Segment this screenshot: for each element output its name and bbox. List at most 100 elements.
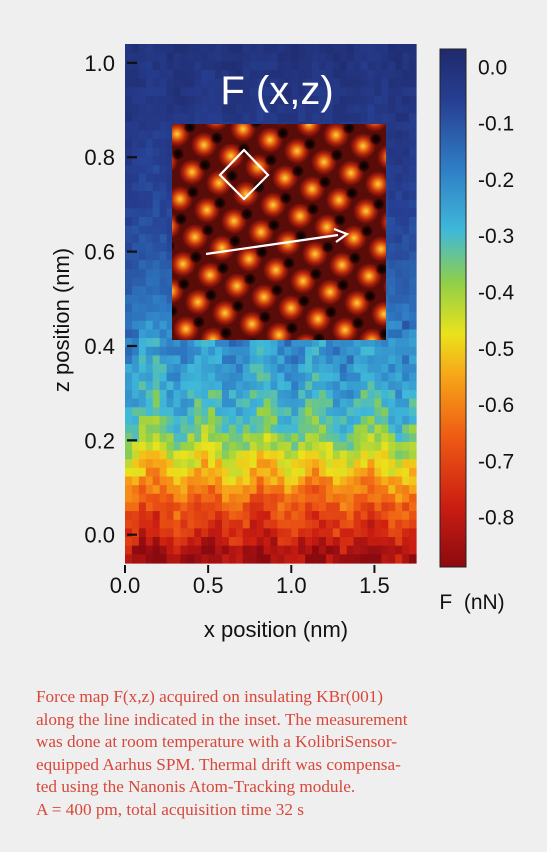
heatmap-cell bbox=[235, 415, 244, 426]
heatmap-cell bbox=[125, 260, 133, 270]
heatmap-cell bbox=[194, 364, 202, 374]
heatmap-cell bbox=[173, 554, 182, 564]
heatmap-cell bbox=[145, 87, 154, 97]
heatmap-cell bbox=[194, 69, 202, 80]
heatmap-cell bbox=[152, 78, 161, 88]
heatmap-cell bbox=[277, 113, 285, 123]
heatmap-cell bbox=[402, 554, 410, 564]
heatmap-cell bbox=[409, 502, 417, 512]
inset-hollow bbox=[282, 256, 296, 270]
heatmap-cell bbox=[145, 329, 154, 339]
heatmap-cell bbox=[298, 485, 306, 495]
heatmap-cell bbox=[201, 346, 209, 356]
heatmap-cell bbox=[339, 493, 348, 504]
heatmap-cell bbox=[166, 320, 175, 331]
heatmap-cell bbox=[159, 208, 168, 218]
heatmap-cell bbox=[159, 217, 168, 227]
inset-atom bbox=[359, 328, 385, 340]
heatmap-cell bbox=[395, 424, 403, 434]
heatmap-cell bbox=[152, 95, 161, 106]
heatmap-cell bbox=[395, 320, 403, 331]
heatmap-cell bbox=[263, 104, 272, 114]
heatmap-cell bbox=[312, 44, 320, 54]
heatmap-cell bbox=[173, 433, 182, 443]
inset-atom bbox=[275, 124, 289, 126]
heatmap-cell bbox=[402, 104, 410, 114]
heatmap-cell bbox=[228, 381, 237, 391]
heatmap-cell bbox=[374, 390, 382, 400]
heatmap-cell bbox=[145, 338, 154, 348]
heatmap-cell bbox=[395, 113, 403, 123]
heatmap-cell bbox=[388, 303, 396, 313]
heatmap-cell bbox=[305, 372, 313, 382]
heatmap-cell bbox=[145, 390, 154, 400]
heatmap-cell bbox=[180, 554, 188, 564]
heatmap-cell bbox=[131, 381, 140, 391]
heatmap-cell bbox=[173, 95, 182, 106]
x-axis-ticks: 0.0 0.5 1.0 1.5 bbox=[110, 565, 390, 598]
heatmap-cell bbox=[256, 415, 265, 426]
heatmap-cell bbox=[145, 69, 154, 80]
heatmap-cell bbox=[402, 415, 410, 426]
heatmap-cell bbox=[138, 441, 147, 452]
heatmap-cell bbox=[367, 450, 376, 460]
heatmap-cell bbox=[409, 217, 417, 227]
heatmap-cell bbox=[284, 372, 292, 382]
heatmap-cell bbox=[402, 61, 410, 71]
heatmap-cell bbox=[138, 225, 147, 235]
heatmap-cell bbox=[145, 528, 154, 538]
heatmap-cell bbox=[125, 191, 133, 201]
heatmap-cell bbox=[381, 424, 389, 434]
heatmap-cell bbox=[194, 398, 202, 408]
heatmap-cell bbox=[166, 44, 175, 54]
heatmap-cell bbox=[388, 191, 396, 201]
inset-hollow bbox=[372, 197, 386, 211]
heatmap-cell bbox=[298, 372, 306, 382]
heatmap-cell bbox=[409, 441, 417, 452]
heatmap-cell bbox=[145, 242, 154, 253]
heatmap-cell bbox=[270, 424, 279, 434]
inset-hollow bbox=[216, 261, 230, 275]
heatmap-cell bbox=[367, 493, 376, 504]
heatmap-cell bbox=[187, 104, 195, 114]
heatmap-cell bbox=[374, 485, 382, 495]
heatmap-cell bbox=[298, 459, 306, 469]
heatmap-cell bbox=[325, 528, 334, 538]
heatmap-cell bbox=[402, 493, 410, 504]
heatmap-cell bbox=[215, 554, 223, 564]
heatmap-cell bbox=[194, 528, 202, 538]
heatmap-cell bbox=[312, 364, 320, 374]
heatmap-cell bbox=[339, 113, 348, 123]
heatmap-cell bbox=[249, 44, 258, 54]
heatmap-cell bbox=[222, 95, 230, 106]
heatmap-cell bbox=[145, 424, 154, 434]
heatmap-cell bbox=[298, 493, 306, 504]
heatmap-cell bbox=[312, 528, 320, 538]
heatmap-cell bbox=[152, 87, 161, 97]
heatmap-cell bbox=[249, 545, 258, 555]
heatmap-cell bbox=[277, 511, 285, 521]
heatmap-cell bbox=[180, 69, 188, 80]
heatmap-cell bbox=[152, 450, 161, 460]
heatmap-cell bbox=[381, 44, 389, 54]
heatmap-cell bbox=[215, 545, 223, 555]
heatmap-cell bbox=[152, 294, 161, 305]
heatmap-cell bbox=[166, 303, 175, 313]
heatmap-cell bbox=[409, 493, 417, 504]
heatmap-cell bbox=[332, 554, 341, 564]
heatmap-cell bbox=[166, 208, 175, 218]
heatmap-cell bbox=[194, 537, 202, 547]
heatmap-cell bbox=[312, 441, 320, 452]
heatmap-cell bbox=[339, 450, 348, 460]
heatmap-cell bbox=[388, 156, 396, 166]
heatmap-cell bbox=[256, 528, 265, 538]
heatmap-cell bbox=[138, 234, 147, 244]
heatmap-cell bbox=[298, 355, 306, 365]
heatmap-cell bbox=[319, 433, 327, 443]
heatmap-cell bbox=[249, 372, 258, 382]
heatmap-cell bbox=[325, 424, 334, 434]
heatmap-cell bbox=[215, 113, 223, 123]
heatmap-cell bbox=[395, 234, 403, 244]
heatmap-cell bbox=[201, 424, 209, 434]
heatmap-cell bbox=[159, 130, 168, 140]
